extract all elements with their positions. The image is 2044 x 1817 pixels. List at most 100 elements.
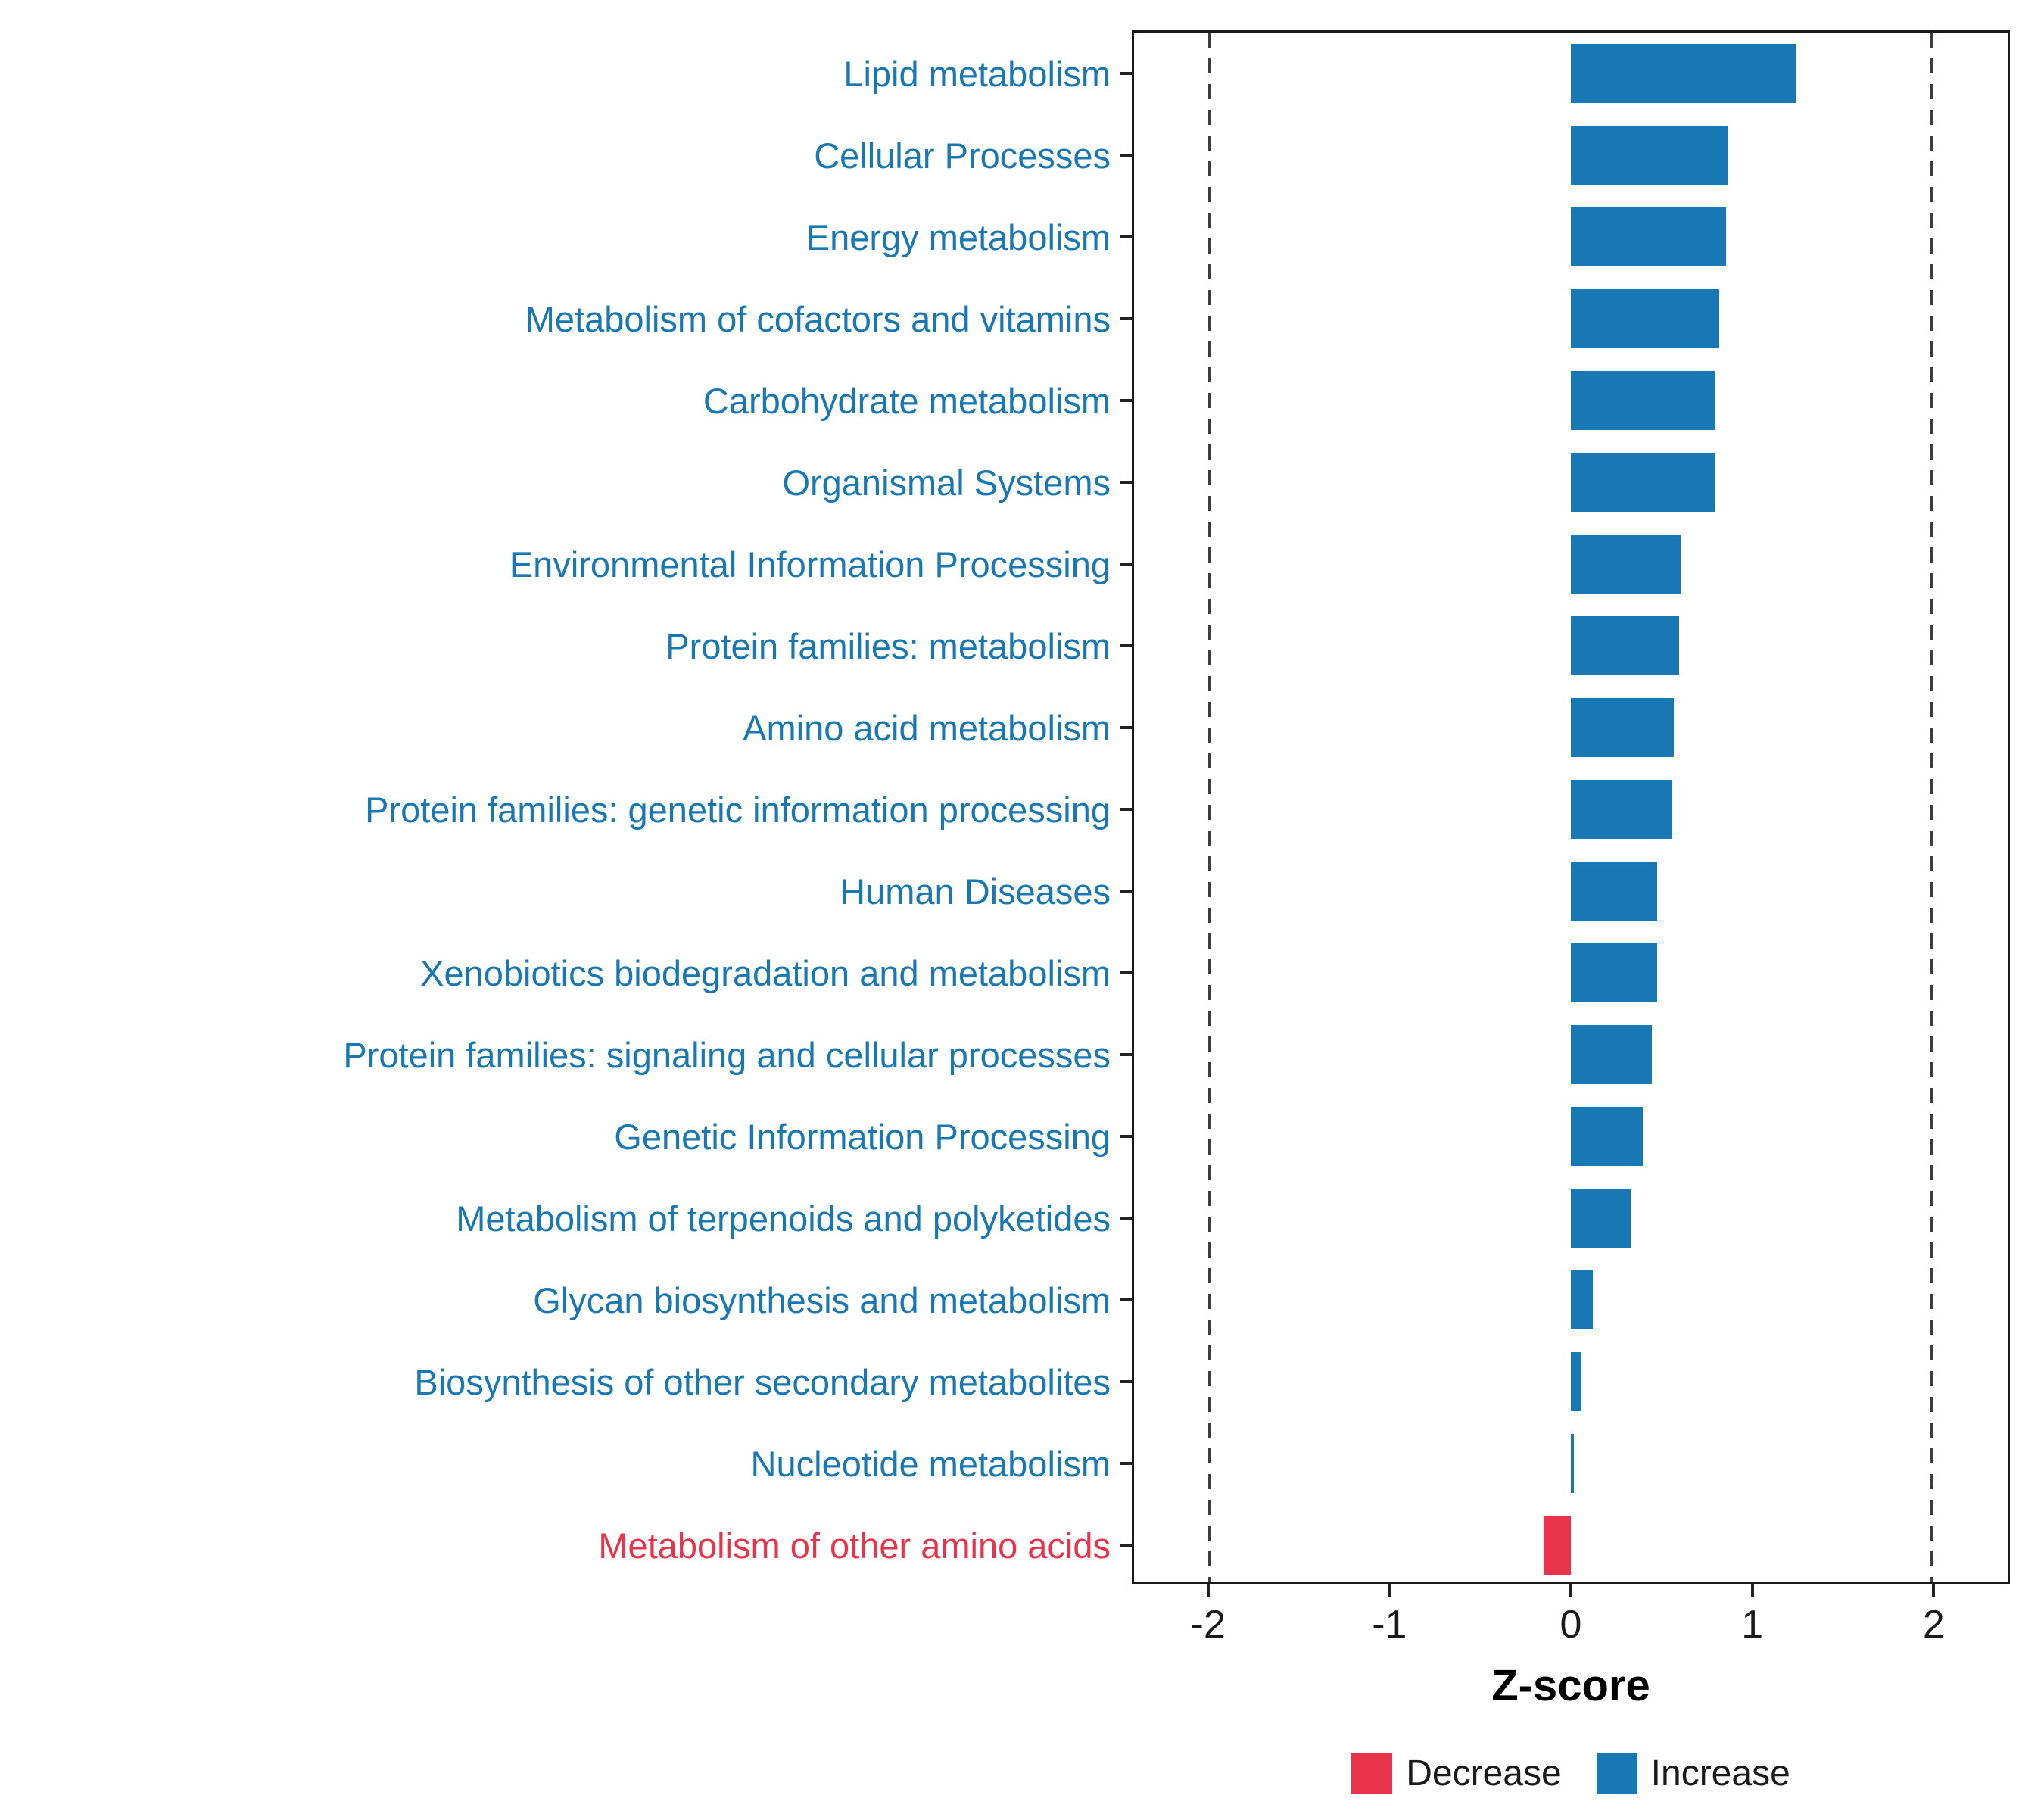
category-label-row: Metabolism of cofactors and vitamins (30, 278, 1132, 360)
category-tick-mark (1120, 1544, 1132, 1547)
plot-panel (1132, 30, 2010, 1584)
category-tick-mark (1120, 481, 1132, 484)
category-tick-mark (1120, 1135, 1132, 1138)
category-tick-mark (1120, 644, 1132, 647)
bar (1571, 453, 1715, 512)
category-label: Organismal Systems (782, 462, 1111, 503)
category-label: Amino acid metabolism (743, 707, 1111, 748)
x-axis-tick-mark (1569, 1584, 1572, 1597)
bar (1571, 1189, 1631, 1248)
category-label-row: Metabolism of other amino acids (30, 1504, 1132, 1586)
category-label: Lipid metabolism (843, 53, 1111, 94)
category-label-row: Cellular Processes (30, 114, 1132, 196)
category-label-row: Nucleotide metabolism (30, 1423, 1132, 1504)
category-tick-mark (1120, 1462, 1132, 1465)
x-axis-tick-mark (1388, 1584, 1391, 1597)
category-tick-mark (1120, 1298, 1132, 1301)
category-label-row: Biosynthesis of other secondary metaboli… (30, 1341, 1132, 1423)
category-label: Human Diseases (840, 871, 1111, 912)
bar (1571, 535, 1681, 594)
plot-column: -2 -1 0 1 2 Z-score Decrease Increase (1132, 30, 2010, 1794)
category-tick-mark (1120, 726, 1132, 729)
bar (1571, 862, 1658, 921)
category-label-row: Lipid metabolism (30, 33, 1132, 114)
category-label-row: Energy metabolism (30, 196, 1132, 278)
bar (1571, 289, 1719, 348)
category-label-row: Organismal Systems (30, 441, 1132, 523)
category-tick-mark (1120, 1053, 1132, 1056)
legend-swatch (1596, 1753, 1637, 1794)
category-label: Nucleotide metabolism (750, 1443, 1111, 1484)
bar (1571, 1352, 1582, 1411)
x-axis-tick-label: -1 (1372, 1603, 1407, 1647)
category-label-row: Genetic Information Processing (30, 1095, 1132, 1177)
category-tick-mark (1120, 1217, 1132, 1220)
x-axis-tick-mark (1750, 1584, 1754, 1597)
category-label: Protein families: genetic information pr… (365, 789, 1111, 830)
reference-line (1930, 33, 1933, 1582)
legend-item: Increase (1596, 1753, 1790, 1794)
bar (1571, 371, 1715, 430)
bar (1571, 698, 1674, 757)
x-axis-tick-mark (1206, 1584, 1210, 1597)
category-label: Environmental Information Processing (509, 544, 1111, 584)
category-tick-mark (1120, 235, 1132, 238)
x-axis-tick-label: 2 (1922, 1603, 1945, 1647)
legend: Decrease Increase (1132, 1753, 2010, 1794)
chart-area: Lipid metabolism Cellular Processes Energy… (30, 30, 2010, 1794)
category-label-row: Protein families: metabolism (30, 605, 1132, 687)
category-label-row: Protein families: signaling and cellular… (30, 1014, 1132, 1095)
bar (1571, 126, 1728, 185)
bar (1571, 207, 1727, 266)
bar (1571, 1025, 1653, 1084)
category-label: Cellular Processes (814, 135, 1111, 176)
category-label: Metabolism of other amino acids (598, 1525, 1111, 1566)
bar (1571, 1107, 1644, 1166)
category-label-row: Amino acid metabolism (30, 687, 1132, 768)
category-label: Metabolism of terpenoids and polyketides (456, 1198, 1111, 1239)
category-tick-mark (1120, 563, 1132, 566)
category-label: Genetic Information Processing (614, 1116, 1111, 1157)
category-tick-mark (1120, 808, 1132, 811)
x-axis-tick-label: -2 (1190, 1603, 1226, 1647)
legend-item: Decrease (1351, 1753, 1562, 1794)
x-axis-tick-label: 1 (1741, 1603, 1764, 1647)
x-axis: -2 -1 0 1 2 (1132, 1584, 2010, 1660)
category-label-row: Xenobiotics biodegradation and metabolis… (30, 932, 1132, 1014)
category-label: Metabolism of cofactors and vitamins (525, 298, 1111, 339)
category-label-row: Environmental Information Processing (30, 523, 1132, 605)
category-label: Carbohydrate metabolism (703, 380, 1111, 421)
bar (1571, 780, 1672, 839)
reference-line (1208, 33, 1212, 1582)
category-label-row: Glycan biosynthesis and metabolism (30, 1259, 1132, 1341)
bar (1544, 1516, 1571, 1575)
category-label-row: Human Diseases (30, 850, 1132, 932)
category-label: Biosynthesis of other secondary metaboli… (414, 1361, 1111, 1402)
x-axis-tick-mark (1932, 1584, 1936, 1597)
bar (1571, 1270, 1593, 1329)
bar (1571, 44, 1797, 103)
category-tick-mark (1120, 890, 1132, 893)
bar (1571, 1434, 1574, 1493)
category-label-row: Carbohydrate metabolism (30, 360, 1132, 441)
category-tick-mark (1120, 154, 1132, 157)
category-tick-mark (1120, 317, 1132, 320)
legend-swatch (1351, 1753, 1393, 1794)
category-label: Protein families: signaling and cellular… (343, 1034, 1111, 1075)
x-axis-tick-label: 0 (1559, 1603, 1582, 1647)
category-label: Protein families: metabolism (665, 625, 1111, 666)
category-label-row: Protein families: genetic information pr… (30, 768, 1132, 850)
category-tick-mark (1120, 971, 1132, 974)
category-tick-mark (1120, 72, 1132, 75)
legend-label: Increase (1650, 1753, 1790, 1794)
category-tick-mark (1120, 399, 1132, 402)
category-label: Xenobiotics biodegradation and metabolis… (420, 952, 1111, 993)
legend-label: Decrease (1406, 1753, 1562, 1794)
category-label: Energy metabolism (805, 217, 1111, 257)
category-label: Glycan biosynthesis and metabolism (533, 1279, 1111, 1320)
x-axis-title: Z-score (1491, 1661, 1650, 1710)
bar (1571, 943, 1658, 1002)
bar (1571, 616, 1680, 675)
category-axis-labels: Lipid metabolism Cellular Processes Energy… (30, 33, 1132, 1586)
